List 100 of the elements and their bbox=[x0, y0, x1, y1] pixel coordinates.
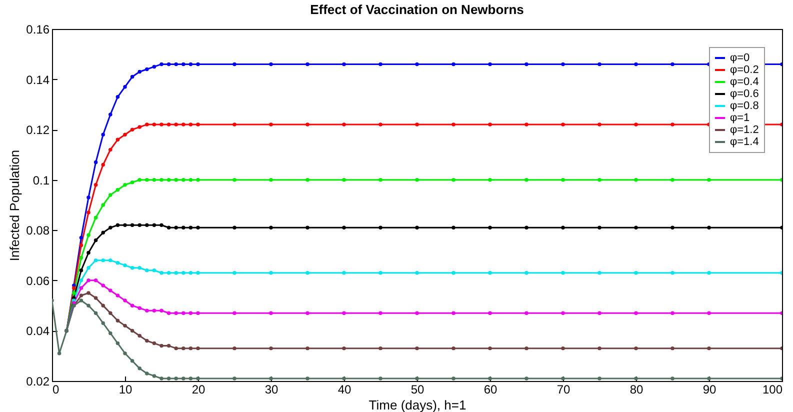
point bbox=[86, 233, 90, 238]
point bbox=[123, 223, 127, 227]
x-tick-label: 30 bbox=[264, 382, 278, 396]
legend-label: φ=1.2 bbox=[730, 124, 759, 136]
legend-label: φ=1 bbox=[730, 112, 750, 124]
point bbox=[707, 311, 711, 315]
point bbox=[86, 304, 90, 308]
point bbox=[707, 226, 711, 230]
point bbox=[188, 178, 193, 182]
point bbox=[166, 178, 171, 182]
point bbox=[174, 271, 178, 275]
point bbox=[174, 122, 178, 126]
point bbox=[116, 318, 120, 323]
point bbox=[670, 271, 674, 275]
point bbox=[108, 311, 112, 315]
point bbox=[116, 95, 120, 99]
x-axis-title: Time (days), h=1 bbox=[368, 398, 466, 412]
y-tick-label: 0.16 bbox=[26, 22, 50, 36]
point bbox=[145, 268, 149, 272]
point bbox=[145, 338, 149, 343]
point bbox=[166, 271, 171, 275]
point bbox=[94, 278, 98, 282]
point bbox=[232, 346, 236, 350]
point bbox=[452, 62, 456, 66]
point bbox=[160, 178, 164, 182]
point bbox=[634, 226, 638, 230]
point bbox=[188, 62, 193, 66]
point bbox=[188, 271, 193, 275]
point bbox=[130, 359, 134, 363]
point bbox=[116, 223, 120, 227]
point bbox=[415, 122, 419, 126]
y-tick-label: 0.06 bbox=[26, 274, 50, 288]
point bbox=[342, 271, 346, 275]
legend-label: φ=0.6 bbox=[730, 88, 759, 100]
point bbox=[108, 331, 112, 336]
point bbox=[86, 291, 90, 295]
point bbox=[166, 311, 171, 315]
point bbox=[160, 344, 164, 348]
x-tick-label: 60 bbox=[484, 382, 498, 396]
point bbox=[166, 344, 171, 348]
point bbox=[123, 324, 127, 328]
point bbox=[670, 311, 674, 315]
x-tick-label: 80 bbox=[630, 382, 644, 396]
y-tick-label: 0.14 bbox=[26, 72, 50, 87]
point bbox=[152, 308, 156, 312]
point bbox=[182, 122, 186, 126]
y-tick-label: 0.1 bbox=[32, 173, 50, 188]
point bbox=[116, 260, 120, 265]
point bbox=[306, 311, 310, 315]
point bbox=[342, 62, 346, 66]
point bbox=[342, 346, 346, 350]
point bbox=[488, 311, 492, 315]
legend-label: φ=0.4 bbox=[730, 76, 759, 88]
point bbox=[634, 178, 638, 182]
point bbox=[152, 122, 156, 126]
point bbox=[101, 132, 105, 136]
point bbox=[101, 230, 105, 235]
point bbox=[378, 178, 382, 182]
point bbox=[188, 311, 193, 315]
point bbox=[269, 122, 273, 126]
point bbox=[138, 70, 142, 74]
point bbox=[598, 346, 602, 350]
point bbox=[598, 311, 602, 315]
point bbox=[378, 226, 382, 230]
point bbox=[152, 223, 156, 227]
point bbox=[94, 183, 98, 187]
point bbox=[145, 178, 149, 182]
point bbox=[138, 223, 142, 227]
point bbox=[452, 178, 456, 182]
point bbox=[269, 178, 273, 182]
legend-label: φ=1.4 bbox=[730, 136, 759, 148]
point bbox=[188, 122, 193, 126]
point bbox=[306, 346, 310, 350]
point bbox=[232, 226, 236, 230]
point bbox=[160, 122, 164, 126]
point bbox=[130, 223, 134, 227]
point bbox=[174, 376, 178, 380]
point bbox=[524, 178, 528, 182]
point bbox=[707, 178, 711, 182]
point bbox=[488, 178, 492, 182]
point bbox=[598, 271, 602, 275]
point bbox=[561, 271, 565, 275]
point bbox=[232, 311, 236, 315]
chart-title: Effect of Vaccination on Newborns bbox=[310, 2, 524, 17]
point bbox=[378, 311, 382, 315]
point bbox=[670, 122, 674, 126]
point bbox=[182, 62, 186, 66]
point bbox=[524, 376, 528, 380]
point bbox=[94, 160, 98, 164]
point bbox=[269, 311, 273, 315]
point bbox=[196, 346, 200, 350]
x-tick-label: 90 bbox=[702, 382, 716, 396]
point bbox=[138, 306, 142, 310]
point bbox=[452, 271, 456, 275]
point bbox=[378, 376, 382, 380]
point bbox=[188, 346, 193, 350]
y-tick-label: 0.02 bbox=[26, 374, 50, 388]
point bbox=[524, 62, 528, 66]
point bbox=[670, 376, 674, 380]
point bbox=[182, 178, 186, 182]
